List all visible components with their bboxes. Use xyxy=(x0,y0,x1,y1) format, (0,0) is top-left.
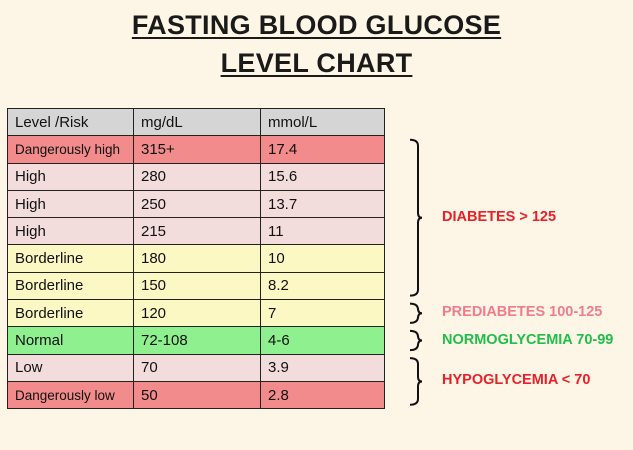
cell-mgdl: 70 xyxy=(133,353,261,382)
cell-level: High xyxy=(7,217,134,246)
group-brace xyxy=(409,329,423,352)
cell-mmol: 8.2 xyxy=(260,271,385,301)
table-row: Low 70 3.9 xyxy=(7,353,385,382)
column-header-mgdl: mg/dL xyxy=(133,107,261,137)
cell-mgdl: 250 xyxy=(133,189,261,219)
cell-mgdl: 180 xyxy=(133,244,261,273)
cell-mmol: 17.4 xyxy=(260,135,385,164)
table-row: Borderline 150 8.2 xyxy=(7,271,385,301)
table-body: Dangerously high 315+ 17.4 High 280 15.6 High 2… xyxy=(7,135,385,410)
cell-level: Borderline xyxy=(7,271,134,301)
table-row: Dangerously high 315+ 17.4 xyxy=(7,135,385,164)
cell-mgdl: 150 xyxy=(133,271,261,301)
cell-level: High xyxy=(7,189,134,219)
table-row: High 250 13.7 xyxy=(7,189,385,219)
cell-level: High xyxy=(7,162,134,191)
cell-level: Normal xyxy=(7,326,134,355)
cell-mgdl: 215 xyxy=(133,217,261,246)
group-label: PREDIABETES 100-125 xyxy=(442,304,603,321)
cell-mmol: 7 xyxy=(260,299,385,328)
group-brace xyxy=(409,302,423,324)
cell-mgdl: 280 xyxy=(133,162,261,191)
glucose-table: Level /Risk mg/dL mmol/L Dangerously hig… xyxy=(7,107,385,410)
table-row: Normal 72-108 4-6 xyxy=(7,326,385,355)
title-line-2: LEVEL CHART xyxy=(220,48,413,78)
table-row: High 215 11 xyxy=(7,217,385,246)
table-row: Borderline 180 10 xyxy=(7,244,385,273)
cell-mmol: 15.6 xyxy=(260,162,385,191)
table-row: High 280 15.6 xyxy=(7,162,385,191)
table-header-row: Level /Risk mg/dL mmol/L xyxy=(7,107,385,137)
group-label: NORMOGLYCEMIA 70-99 xyxy=(442,331,614,348)
cell-level: Dangerously low xyxy=(7,380,134,410)
group-label: HYPOGLYCEMIA < 70 xyxy=(442,372,591,389)
cell-mgdl: 120 xyxy=(133,299,261,328)
cell-mmol: 10 xyxy=(260,244,385,273)
column-header-mmol: mmol/L xyxy=(260,107,385,137)
cell-mgdl: 315+ xyxy=(133,135,261,164)
cell-mgdl: 72-108 xyxy=(133,326,261,355)
title-line-1: FASTING BLOOD GLUCOSE xyxy=(131,10,502,40)
cell-level: Borderline xyxy=(7,299,134,328)
table-row: Dangerously low 50 2.8 xyxy=(7,380,385,410)
cell-level: Low xyxy=(7,353,134,382)
cell-level: Dangerously high xyxy=(7,135,134,164)
chart-title: FASTING BLOOD GLUCOSE LEVEL CHART xyxy=(0,6,633,82)
column-header-level: Level /Risk xyxy=(7,107,134,137)
cell-mmol: 4-6 xyxy=(260,326,385,355)
cell-mmol: 13.7 xyxy=(260,189,385,219)
cell-mgdl: 50 xyxy=(133,380,261,410)
cell-mmol: 2.8 xyxy=(260,380,385,410)
group-brace xyxy=(409,138,423,297)
table-row: Borderline 120 7 xyxy=(7,299,385,328)
group-brace xyxy=(409,357,423,406)
cell-mmol: 3.9 xyxy=(260,353,385,382)
cell-level: Borderline xyxy=(7,244,134,273)
group-label: DIABETES > 125 xyxy=(442,208,557,225)
